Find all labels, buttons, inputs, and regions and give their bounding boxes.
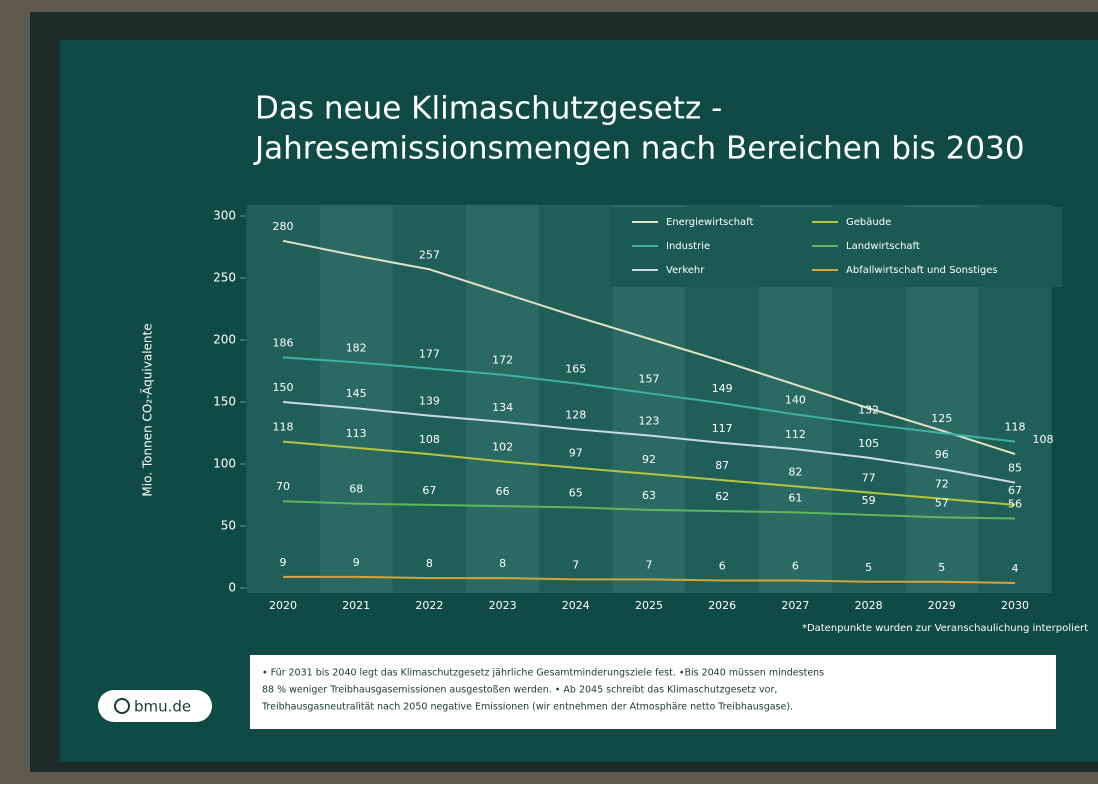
x-tick-label: 2024 <box>562 599 590 612</box>
data-label: 62 <box>715 490 729 503</box>
data-label: 257 <box>419 248 440 261</box>
x-tick-label: 2022 <box>415 599 443 612</box>
column-band <box>466 205 539 593</box>
legend-label: Gebäude <box>846 217 891 228</box>
data-label: 56 <box>1008 498 1022 511</box>
data-label: 72 <box>935 478 949 491</box>
data-label: 145 <box>346 387 367 400</box>
data-label: 140 <box>785 393 806 406</box>
y-tick-label: 50 <box>221 519 236 533</box>
data-label: 118 <box>273 421 294 434</box>
data-label: 87 <box>715 459 729 472</box>
info-text: 88 % weniger Treibhausgasemissionen ausg… <box>262 685 777 696</box>
data-label: 6 <box>792 560 799 573</box>
data-label: 85 <box>1008 462 1022 475</box>
data-label: 165 <box>565 362 586 375</box>
legend-label: Energiewirtschaft <box>666 217 754 228</box>
data-label: 108 <box>1033 433 1054 446</box>
x-tick-label: 2023 <box>489 599 517 612</box>
chart-title: Das neue Klimaschutzgesetz - <box>255 91 722 127</box>
x-tick-label: 2029 <box>928 599 956 612</box>
data-label: 125 <box>931 412 952 425</box>
data-label: 59 <box>862 494 876 507</box>
data-label: 96 <box>935 448 949 461</box>
y-tick-label: 250 <box>213 271 236 285</box>
data-label: 150 <box>273 381 294 394</box>
screenshot: Das neue Klimaschutzgesetz - Jahresemiss… <box>0 0 1098 784</box>
data-label: 65 <box>569 486 583 499</box>
data-label: 117 <box>712 422 733 435</box>
data-label: 102 <box>492 441 513 454</box>
data-label: 149 <box>712 382 733 395</box>
data-label: 118 <box>1005 421 1026 434</box>
x-tick-label: 2025 <box>635 599 663 612</box>
footnote: *Datenpunkte wurden zur Veranschaulichun… <box>802 623 1088 634</box>
data-label: 8 <box>499 557 506 570</box>
data-label: 186 <box>273 336 294 349</box>
data-label: 7 <box>572 558 579 571</box>
data-label: 92 <box>642 453 656 466</box>
data-label: 108 <box>419 433 440 446</box>
data-label: 128 <box>565 408 586 421</box>
legend-label: Verkehr <box>666 265 705 276</box>
data-label: 5 <box>865 561 872 574</box>
data-label: 97 <box>569 447 583 460</box>
data-label: 280 <box>273 220 294 233</box>
data-label: 123 <box>639 414 660 427</box>
info-text: Treibhausgasneutralität nach 2050 negati… <box>261 702 793 713</box>
data-label: 8 <box>426 557 433 570</box>
data-label: 134 <box>492 401 513 414</box>
data-label: 112 <box>785 428 806 441</box>
x-tick-label: 2026 <box>708 599 736 612</box>
legend-label: Abfallwirtschaft und Sonstiges <box>846 265 998 276</box>
data-label: 6 <box>719 560 726 573</box>
data-label: 61 <box>788 491 802 504</box>
data-label: 82 <box>788 465 802 478</box>
legend-label: Industrie <box>666 241 710 252</box>
data-label: 182 <box>346 341 367 354</box>
x-tick-label: 2028 <box>855 599 883 612</box>
x-tick-label: 2030 <box>1001 599 1029 612</box>
data-label: 57 <box>935 496 949 509</box>
data-label: 172 <box>492 354 513 367</box>
y-tick-label: 150 <box>213 395 236 409</box>
data-label: 113 <box>346 427 367 440</box>
y-axis-label: Mio. Tonnen CO₂-Äquivalente <box>140 323 155 496</box>
data-label: 67 <box>422 484 436 497</box>
data-label: 105 <box>858 437 879 450</box>
data-label: 63 <box>642 489 656 502</box>
data-label: 7 <box>646 558 653 571</box>
data-label: 67 <box>1008 484 1022 497</box>
data-label: 70 <box>276 480 290 493</box>
x-tick-label: 2027 <box>781 599 809 612</box>
data-label: 66 <box>496 485 510 498</box>
data-label: 77 <box>862 472 876 485</box>
data-label: 139 <box>419 395 440 408</box>
data-label: 4 <box>1012 562 1019 575</box>
y-tick-label: 300 <box>213 209 236 223</box>
data-label: 177 <box>419 348 440 361</box>
x-tick-label: 2020 <box>269 599 297 612</box>
y-tick-label: 0 <box>228 581 236 595</box>
badge-text[interactable]: bmu.de <box>134 698 191 716</box>
data-label: 157 <box>639 372 660 385</box>
y-tick-label: 100 <box>213 457 236 471</box>
chart-title: Jahresemissionsmengen nach Bereichen bis… <box>253 131 1025 167</box>
legend-label: Landwirtschaft <box>846 241 920 252</box>
data-label: 68 <box>349 483 363 496</box>
data-label: 9 <box>353 556 360 569</box>
info-text: • Für 2031 bis 2040 legt das Klimaschutz… <box>262 668 824 679</box>
data-label: 9 <box>280 556 287 569</box>
column-band <box>539 205 612 593</box>
x-tick-label: 2021 <box>342 599 370 612</box>
data-label: 5 <box>938 561 945 574</box>
y-tick-label: 200 <box>213 333 236 347</box>
data-label: 132 <box>858 403 879 416</box>
column-band <box>246 205 319 593</box>
